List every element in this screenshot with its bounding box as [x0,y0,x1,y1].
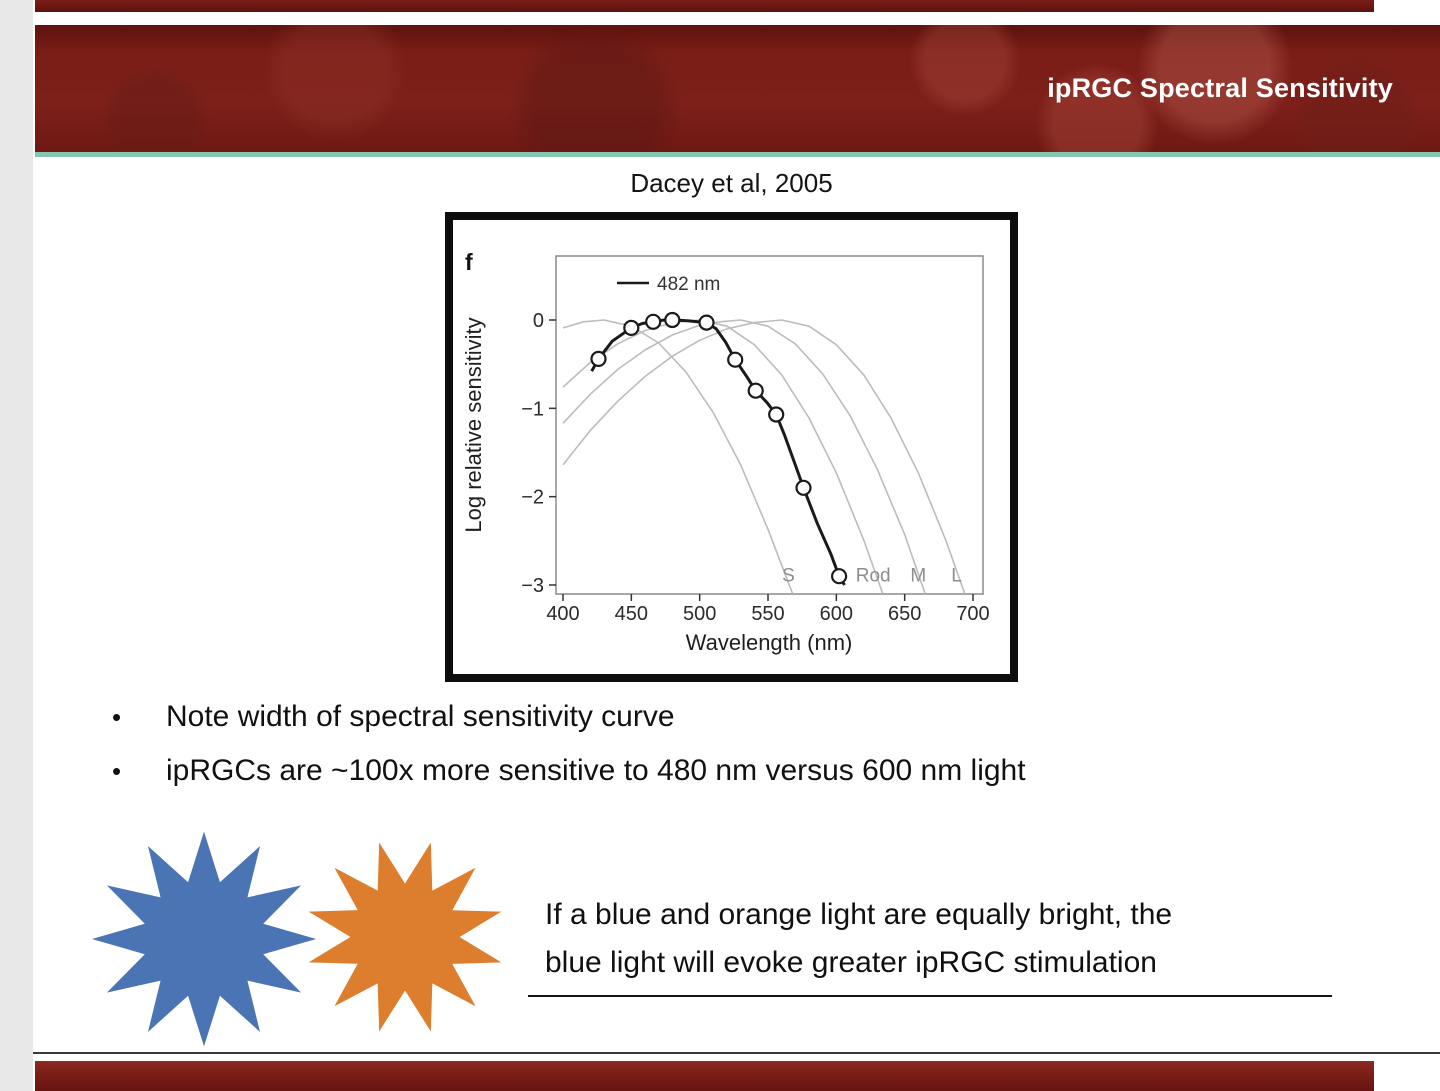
callout-underline [528,995,1332,997]
blue-starburst-shape [91,831,317,1047]
svg-text:450: 450 [615,603,648,625]
bullet-marker: • [112,756,122,786]
bottom-banner [35,1061,1374,1091]
chart-series-group: S Rod M L 400 450 500 550 600 650 700 0 −1 −2 −3 [521,310,990,625]
y-axis-label: Log relative sensitivity [461,317,486,532]
legend-label: 482 nm [657,274,720,295]
callout-text: If a blue and orange light are equally b… [545,891,1365,987]
svg-text:−2: −2 [521,487,544,509]
blue-starburst [91,831,317,1047]
svg-text:L: L [951,565,962,586]
figure-caption: Dacey et al, 2005 [630,168,833,198]
svg-text:0: 0 [533,310,544,332]
bullet-list: • Note width of spectral sensitivity cur… [112,699,1412,807]
header-banner: ipRGC Spectral Sensitivity [35,25,1440,152]
svg-text:500: 500 [683,603,716,625]
editor-left-margin [0,0,33,1091]
svg-text:−3: −3 [521,575,544,597]
svg-text:600: 600 [820,603,853,625]
plot-box [555,255,984,595]
svg-text:Rod: Rod [856,565,891,586]
bullet-item: • ipRGCs are ~100x more sensitive to 480… [112,753,1412,789]
figure-frame: f 482 nm Log relative sensitivity Wavele… [445,212,1018,682]
bullet-text: Note width of spectral sensitivity curve [166,700,675,733]
previous-slide-edge [35,0,1374,12]
x-axis-label: Wavelength (nm) [686,630,853,655]
svg-text:650: 650 [888,603,921,625]
svg-text:400: 400 [546,603,579,625]
spectral-sensitivity-chart: f 482 nm Log relative sensitivity Wavele… [461,249,990,655]
svg-text:700: 700 [956,603,989,625]
bullet-text: ipRGCs are ~100x more sensitive to 480 n… [166,754,1026,787]
callout-line-2: blue light will evoke greater ipRGC stim… [545,946,1157,979]
bullet-marker: • [112,702,122,732]
bullet-item: • Note width of spectral sensitivity cur… [112,699,1412,735]
svg-text:550: 550 [751,603,784,625]
svg-text:M: M [910,565,926,586]
callout-line-1: If a blue and orange light are equally b… [545,898,1173,931]
svg-text:S: S [782,565,795,586]
panel-label: f [465,249,473,275]
orange-starburst-shape [308,842,502,1032]
slide-title: ipRGC Spectral Sensitivity [1047,73,1393,103]
orange-starburst [308,842,502,1032]
svg-text:−1: −1 [521,398,544,420]
accent-divider [35,152,1440,157]
